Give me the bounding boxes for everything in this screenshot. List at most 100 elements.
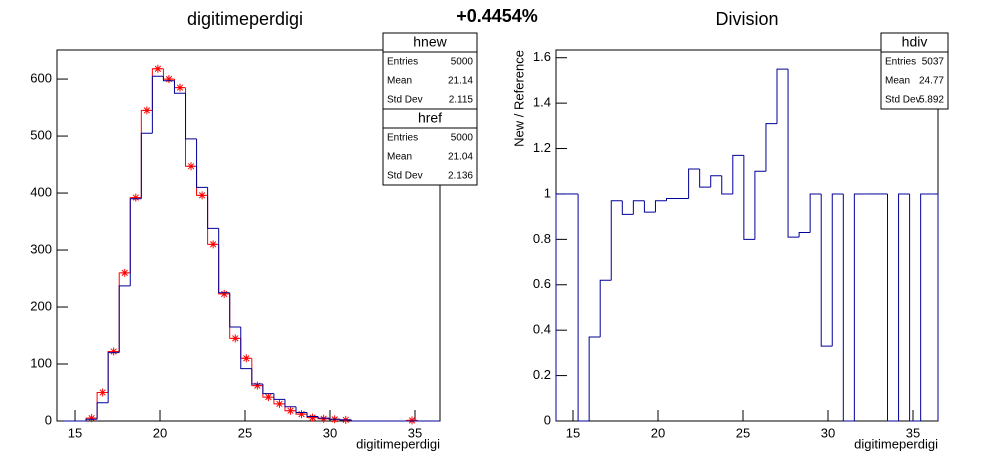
y-tick-label: 400 (30, 184, 52, 199)
y-tick-label: 300 (30, 241, 52, 256)
histogram-bin (229, 292, 241, 328)
histogram-bin (842, 193, 855, 422)
histogram-bin (328, 418, 341, 420)
histogram-bin (196, 138, 208, 188)
stats-label: Mean (387, 76, 412, 87)
star-marker (253, 381, 262, 390)
histogram-bin (555, 193, 568, 421)
histogram-bin (920, 193, 932, 421)
star-marker (175, 83, 184, 92)
star-marker (308, 413, 317, 422)
y-tick-label: 0.4 (533, 322, 551, 337)
x-tick-label: 35 (906, 425, 920, 440)
stats-label: Mean (885, 76, 910, 87)
plot-frame (56, 49, 441, 422)
stats-value: 2.115 (449, 95, 474, 106)
histogram-bin (284, 399, 297, 408)
star-marker (242, 354, 251, 363)
histogram-bin (743, 155, 755, 240)
histogram-bin (306, 412, 319, 417)
x-tick-label: 20 (651, 425, 665, 440)
histogram-bin (295, 406, 308, 413)
star-marker (286, 406, 295, 415)
y-tick-label: 1.4 (533, 95, 551, 110)
histogram-bin (85, 418, 98, 421)
histogram-bin (820, 193, 833, 347)
y-tick-label: 100 (30, 355, 52, 370)
y-tick-label: 0 (544, 412, 551, 427)
histogram-bin (218, 228, 230, 294)
histogram-bin (140, 132, 153, 199)
y-tick-label: 0.2 (533, 367, 551, 382)
stats-label: Entries (387, 57, 418, 68)
y-tick-label: 0.8 (533, 231, 551, 246)
stats-label: Entries (387, 133, 418, 144)
histogram-bin (931, 193, 939, 421)
histogram-bin (853, 193, 866, 421)
histogram-bin (173, 80, 186, 94)
histogram-bin (765, 123, 778, 172)
x-axis-label: digitimeperdigi (356, 436, 440, 451)
stats-value: 2.136 (448, 171, 473, 182)
y-tick-label: 500 (30, 127, 52, 142)
stats-box (880, 32, 949, 110)
histogram-bin (831, 193, 844, 347)
histogram-bin (577, 193, 590, 422)
stats-box (382, 108, 478, 186)
star-marker (87, 414, 96, 423)
stats-label: Std Dev (885, 95, 921, 106)
y-axis-label: New / Reference (511, 50, 526, 147)
star-marker (297, 410, 306, 419)
star-marker (264, 393, 273, 402)
star-marker (131, 193, 140, 202)
stats-value: 21.14 (448, 76, 473, 87)
stats-title: href (418, 110, 442, 126)
y-tick-label: 0 (45, 412, 52, 427)
histogram-bin (632, 200, 645, 215)
histogram-bin (273, 393, 285, 400)
stats-value: 5.892 (919, 95, 944, 106)
histogram-bin (599, 279, 612, 337)
histogram-bin (151, 75, 164, 134)
histogram-bin (162, 76, 175, 82)
histogram-bin (185, 93, 197, 140)
histogram-bin (654, 200, 667, 213)
histogram-bin (688, 168, 700, 199)
y-tick-label: 0.6 (533, 276, 551, 291)
x-tick-label: 25 (736, 425, 750, 440)
histogram-bin (699, 168, 711, 188)
x-tick-label: 20 (153, 425, 167, 440)
histogram-bin (787, 69, 800, 238)
chart-title: digitimeperdigi (187, 9, 303, 29)
y-tick-label: 600 (30, 71, 52, 86)
star-marker (275, 399, 284, 408)
stats-title: hdiv (902, 34, 928, 50)
star-marker (209, 240, 218, 249)
stats-value: 5000 (451, 133, 474, 144)
chart-title: Division (715, 9, 778, 29)
x-tick-label: 15 (566, 425, 580, 440)
y-tick-label: 1.6 (533, 49, 551, 64)
stats-value: 21.04 (448, 152, 473, 163)
star-marker (220, 289, 229, 298)
histogram-bin (317, 416, 330, 419)
star-marker (153, 64, 162, 73)
star-marker (319, 414, 328, 423)
histogram-bin (887, 193, 899, 422)
histogram-bin (588, 336, 601, 421)
histogram-bin (251, 368, 263, 385)
y-tick-label: 1.2 (533, 140, 551, 155)
star-marker (98, 388, 107, 397)
histogram-bin (798, 232, 811, 238)
stats-label: Entries (885, 57, 916, 68)
histogram-bin (118, 285, 131, 353)
star-marker (231, 334, 240, 343)
y-tick-label: 1 (544, 185, 551, 200)
histogram-bin (96, 402, 109, 420)
histogram-bin (710, 175, 722, 188)
stats-value: 24.77 (919, 76, 944, 87)
histogram-bin (721, 175, 733, 195)
stats-label: Std Dev (387, 95, 423, 106)
histogram-bin (909, 193, 921, 422)
